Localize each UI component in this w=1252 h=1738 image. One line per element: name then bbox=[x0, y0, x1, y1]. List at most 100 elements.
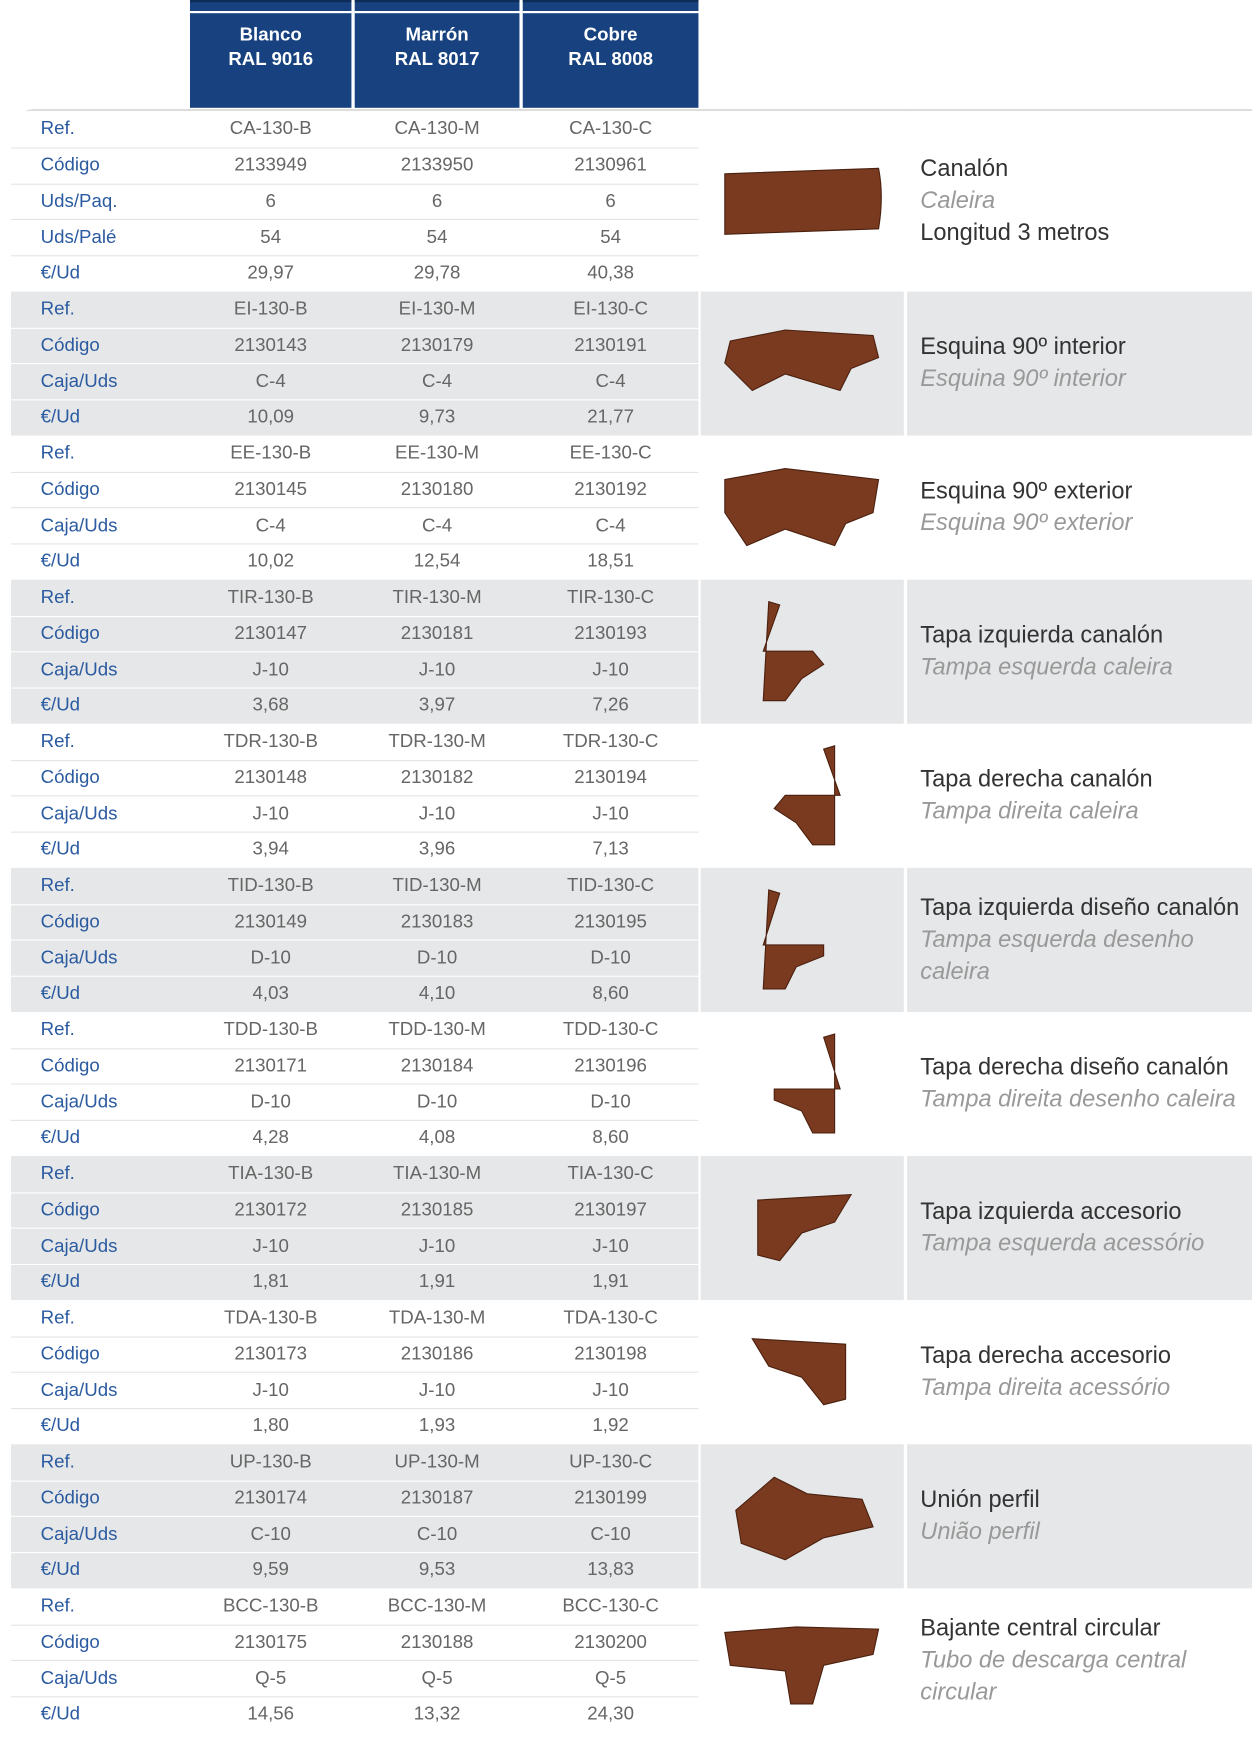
cell-value: Q-5 bbox=[595, 1667, 627, 1689]
cell-value: 6 bbox=[605, 190, 616, 212]
cell-value: 2130192 bbox=[574, 478, 647, 500]
cell-value: EI-130-C bbox=[573, 298, 648, 320]
cell-value: C-10 bbox=[590, 1523, 631, 1544]
row-divider bbox=[10, 1083, 699, 1085]
cell-value: EE-130-M bbox=[395, 442, 480, 464]
cell-value: CA-130-M bbox=[394, 118, 480, 140]
row-label: Ref. bbox=[40, 1595, 75, 1617]
cell-value: 10,02 bbox=[247, 550, 295, 572]
cell-value: TIR-130-B bbox=[227, 586, 314, 608]
product-name-pt: Caleira bbox=[920, 187, 996, 214]
cell-value: 10,09 bbox=[247, 406, 295, 428]
cell-value: EI-130-B bbox=[233, 298, 308, 320]
cell-value: 2130198 bbox=[574, 1342, 647, 1364]
row-label: Ref. bbox=[40, 442, 75, 464]
cell-value: J-10 bbox=[418, 1378, 456, 1400]
cell-value: 2130191 bbox=[574, 334, 647, 356]
cell-value: 2130184 bbox=[400, 1054, 474, 1076]
row-label: Código bbox=[40, 1342, 100, 1364]
header-rule bbox=[354, 11, 520, 14]
row-divider bbox=[10, 1624, 699, 1626]
row-label: Código bbox=[40, 334, 100, 356]
cell-value: J-10 bbox=[418, 1234, 456, 1256]
product-image bbox=[762, 889, 825, 990]
cell-value: 2130181 bbox=[400, 622, 474, 644]
cell-value: 3,97 bbox=[418, 694, 456, 716]
cell-value: C-4 bbox=[595, 514, 626, 536]
cell-value: J-10 bbox=[592, 1378, 629, 1400]
cell-value: 9,53 bbox=[418, 1559, 456, 1581]
product-name-pt: União perfil bbox=[920, 1518, 1040, 1545]
cell-value: C-4 bbox=[595, 370, 626, 392]
product-shape bbox=[757, 1194, 853, 1262]
column-header: Blanco RAL 9016 bbox=[189, 0, 352, 108]
row-label: Uds/Palé bbox=[40, 226, 117, 248]
cell-value: 2130186 bbox=[400, 1342, 474, 1364]
row-label: Código bbox=[40, 478, 100, 500]
cell-value: 2130187 bbox=[400, 1487, 474, 1508]
cell-value: 6 bbox=[431, 190, 443, 212]
row-divider bbox=[10, 1335, 699, 1338]
cell-value: J-10 bbox=[252, 658, 289, 680]
group-desc-bg bbox=[907, 867, 1252, 1012]
row-label: Caja/Uds bbox=[40, 1234, 118, 1256]
row-divider bbox=[10, 1552, 699, 1554]
cell-value: UP-130-C bbox=[569, 1451, 653, 1472]
product-shape bbox=[724, 468, 880, 547]
cell-value: TIA-130-M bbox=[392, 1162, 482, 1184]
row-label: Código bbox=[40, 622, 100, 644]
cell-value: 7,13 bbox=[592, 838, 629, 860]
cell-value: J-10 bbox=[418, 658, 456, 680]
cell-value: 2130199 bbox=[574, 1487, 647, 1508]
cell-value: D-10 bbox=[250, 946, 291, 968]
cell-value: C-10 bbox=[250, 1523, 291, 1544]
product-shape bbox=[724, 167, 882, 235]
row-label: €/Ud bbox=[40, 694, 81, 716]
cell-value: TDR-130-M bbox=[388, 730, 486, 752]
cell-value: TIR-130-M bbox=[392, 586, 482, 608]
cell-value: 54 bbox=[600, 226, 621, 248]
cell-value: 24,30 bbox=[587, 1703, 634, 1725]
row-divider bbox=[10, 363, 699, 365]
group-table-bg bbox=[10, 1444, 699, 1589]
product-name-pt: Esquina 90º exterior bbox=[920, 509, 1133, 536]
cell-value: 14,56 bbox=[247, 1703, 295, 1725]
row-label: Uds/Paq. bbox=[40, 190, 118, 212]
product-description: Tapa izquierda accesorio Tampa esquerda a… bbox=[920, 1156, 1252, 1300]
row-divider bbox=[10, 687, 699, 689]
row-label: Ref. bbox=[40, 874, 75, 896]
product-name: Tapa izquierda diseño canalón bbox=[920, 894, 1240, 921]
cell-value: 2130149 bbox=[234, 910, 308, 932]
cell-value: 9,59 bbox=[252, 1559, 289, 1581]
cell-value: J-10 bbox=[592, 1234, 629, 1256]
row-label: €/Ud bbox=[40, 406, 81, 428]
cell-value: 13,83 bbox=[587, 1559, 634, 1581]
product-image bbox=[724, 1626, 880, 1705]
product-name-pt: Tampa esquerda acessório bbox=[920, 1230, 1205, 1257]
product-description: Tapa derecha diseño canalón Tampa direita… bbox=[920, 1012, 1252, 1156]
product-name: Tapa derecha accesorio bbox=[920, 1342, 1171, 1369]
cell-value: C-10 bbox=[416, 1523, 458, 1544]
cell-value: 2130197 bbox=[574, 1198, 647, 1220]
cell-value: 2130171 bbox=[234, 1054, 308, 1076]
product-image bbox=[724, 468, 880, 547]
cell-value: TIA-130-B bbox=[228, 1162, 314, 1184]
product-note: Longitud 3 metros bbox=[920, 219, 1110, 246]
cell-value: 2130145 bbox=[234, 478, 308, 500]
cell-value: TDR-130-C bbox=[562, 730, 659, 752]
row-label: Código bbox=[40, 154, 100, 176]
row-divider bbox=[10, 183, 699, 185]
cell-value: J-10 bbox=[418, 802, 456, 824]
row-label: €/Ud bbox=[40, 1703, 81, 1725]
cell-value: 8,60 bbox=[592, 1126, 629, 1148]
cell-value: TIR-130-C bbox=[567, 586, 655, 608]
row-label: Ref. bbox=[40, 1306, 75, 1328]
cell-value: TDD-130-B bbox=[223, 1018, 318, 1040]
cell-value: 2130143 bbox=[234, 334, 308, 356]
row-label: €/Ud bbox=[40, 838, 81, 860]
cell-value: 6 bbox=[265, 190, 276, 212]
group-image-bg bbox=[700, 1011, 904, 1156]
color-name: Blanco bbox=[239, 24, 302, 46]
cell-value: J-10 bbox=[252, 1378, 289, 1400]
